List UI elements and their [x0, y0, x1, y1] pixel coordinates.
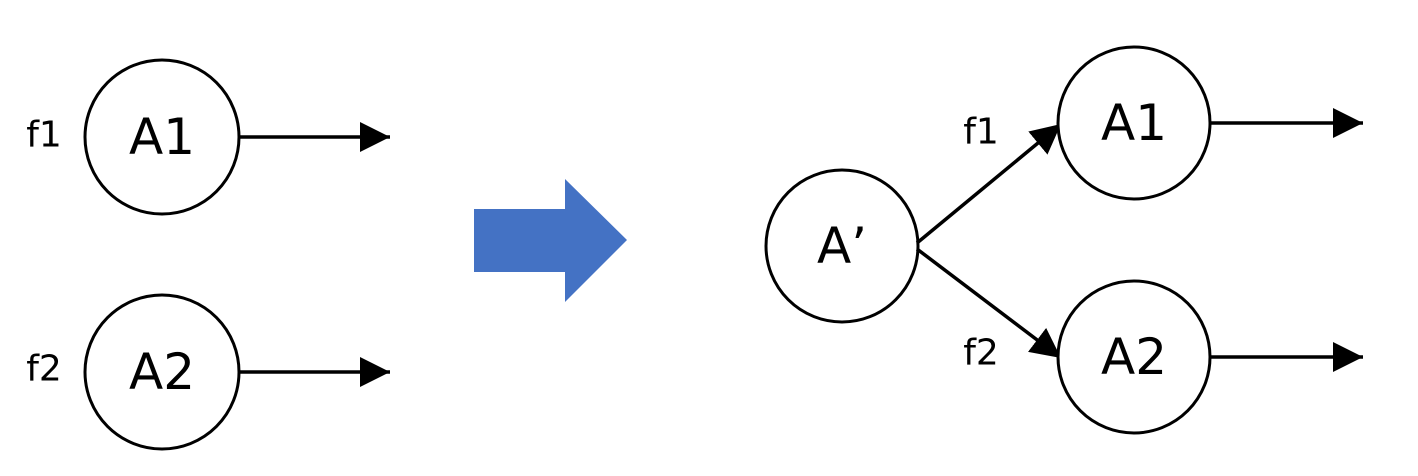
- node-a1-before-label: A1: [129, 108, 195, 166]
- edge-a-prime-to-a1: [915, 122, 1063, 245]
- node-a1-after-label: A1: [1101, 94, 1167, 152]
- edge-label-f1-before: f1: [26, 115, 62, 156]
- transform-arrow-icon: [474, 179, 627, 302]
- node-a2-before-label: A2: [129, 343, 195, 401]
- edge-a-prime-to-a2: [915, 247, 1063, 360]
- node-a-prime: [764, 168, 920, 324]
- node-a2-after-label: A2: [1101, 328, 1167, 386]
- before-group: f1 A1 f2 A2: [26, 58, 390, 451]
- edge-label-f2-after: f2: [963, 333, 999, 374]
- edge-label-f2-before: f2: [26, 349, 62, 390]
- after-group: A’ f1 f2 A1 A2: [764, 45, 1363, 435]
- node-a-prime-label: A’: [817, 217, 867, 275]
- edge-label-f1-after: f1: [963, 112, 999, 153]
